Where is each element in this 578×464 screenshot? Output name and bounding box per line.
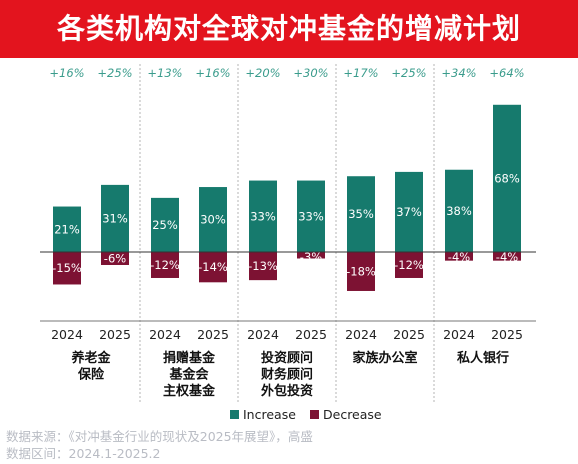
increase-value-label: 33% [250,209,276,223]
increase-bar [445,169,473,252]
category-label: 外包投资 [260,383,313,399]
decrease-bar [101,252,129,265]
year-tick-label: 2024 [345,327,377,342]
category-label: 捐赠基金 [163,350,216,366]
growth-label: +34% [441,66,476,80]
increase-bar [493,104,521,252]
decrease-bar [249,252,277,281]
decrease-value-label: -3% [300,250,322,264]
legend-swatch [310,410,319,419]
legend-label: Increase [243,407,296,422]
increase-bar [395,171,423,252]
increase-value-label: 35% [348,207,374,221]
year-tick-label: 2025 [491,327,523,342]
decrease-bar [347,252,375,291]
title-bar: 各类机构对全球对冲基金的增减计划 [0,0,578,58]
decrease-value-label: -6% [104,251,126,265]
decrease-bar [493,252,521,261]
decrease-value-label: -12% [394,258,424,272]
year-tick-label: 2024 [149,327,181,342]
year-tick-label: 2025 [393,327,425,342]
decrease-bar [53,252,81,285]
decrease-value-label: -4% [496,250,518,264]
decrease-value-label: -14% [198,260,228,274]
date-range-line: 数据区间：2024.1-2025.2 [6,446,161,461]
increase-bar [199,187,227,252]
category-label: 基金会 [168,367,209,383]
increase-value-label: 25% [152,218,178,232]
category-label: 养老金 [70,350,111,366]
source-note: 数据来源：《对冲基金行业的现状及2025年展望》，高盛 数据区间：2024.1-… [6,428,313,462]
increase-value-label: 38% [446,204,472,218]
legend-swatch [230,410,239,419]
decrease-value-label: -18% [346,264,376,278]
increase-bar [297,180,325,252]
growth-label: +25% [391,66,426,80]
year-tick-label: 2024 [51,327,83,342]
decrease-bar [151,252,179,278]
increase-bar [347,176,375,252]
category-label: 家族办公室 [352,350,417,366]
chart-title: 各类机构对全球对冲基金的增减计划 [56,12,521,45]
legend-label: Decrease [323,407,382,422]
decrease-bar [297,252,325,259]
category-label: 私人银行 [457,350,509,366]
decrease-bar [395,252,423,278]
category-label: 财务顾问 [261,367,313,383]
increase-value-label: 21% [54,222,80,236]
decrease-value-label: -15% [52,261,82,275]
year-tick-label: 2025 [295,327,327,342]
growth-label: +20% [245,66,280,80]
growth-label: +16% [195,66,230,80]
growth-label: +16% [49,66,84,80]
increase-value-label: 68% [494,171,520,185]
decrease-value-label: -13% [248,259,278,273]
increase-bar [151,197,179,252]
year-tick-label: 2024 [443,327,475,342]
category-label: 主权基金 [163,383,216,399]
growth-label: +64% [489,66,524,80]
year-tick-label: 2025 [99,327,131,342]
growth-label: +30% [293,66,328,80]
increase-bar [101,184,129,252]
category-label: 保险 [77,367,105,383]
year-tick-label: 2024 [247,327,279,342]
decrease-bar [445,252,473,261]
decrease-bar [199,252,227,283]
category-label: 投资顾问 [261,350,313,366]
increase-value-label: 31% [102,211,128,225]
increase-value-label: 37% [396,205,422,219]
increase-bar [249,180,277,252]
decrease-value-label: -4% [448,250,470,264]
increase-value-label: 30% [200,213,226,227]
source-line: 数据来源：《对冲基金行业的现状及2025年展望》，高盛 [6,429,313,444]
year-tick-label: 2025 [197,327,229,342]
growth-label: +25% [97,66,132,80]
increase-value-label: 33% [298,209,324,223]
decrease-value-label: -12% [150,258,180,272]
growth-label: +13% [147,66,182,80]
growth-label: +17% [343,66,378,80]
increase-bar [53,206,81,252]
